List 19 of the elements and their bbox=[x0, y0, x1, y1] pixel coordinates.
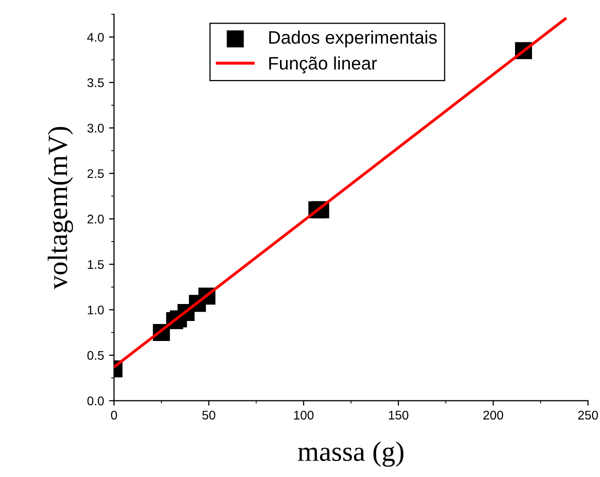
y-tick-label: 1.0 bbox=[88, 306, 104, 314]
y-tick-label: 1.5 bbox=[88, 260, 104, 269]
x-axis-title: massa (g) bbox=[298, 442, 404, 467]
x-tick-label: 100 bbox=[294, 410, 314, 420]
y-axis-title: voltagem(mV) bbox=[48, 126, 74, 290]
y-tick-label: 3.0 bbox=[87, 124, 104, 133]
x-tick-label: 50 bbox=[202, 410, 216, 420]
legend-label: Dados experimentais bbox=[269, 30, 437, 48]
y-tick-label: 3.5 bbox=[87, 78, 104, 88]
legend-label: Função linear bbox=[269, 56, 377, 74]
x-tick-label: 200 bbox=[483, 410, 504, 420]
y-tick-label: 4.0 bbox=[87, 32, 104, 42]
x-tick-label: 0 bbox=[111, 410, 117, 420]
y-tick-label: 0.5 bbox=[87, 351, 104, 360]
y-tick-label: 2.5 bbox=[88, 169, 104, 178]
x-tick-label: 150 bbox=[388, 410, 408, 420]
y-tick-label: 2.0 bbox=[88, 214, 104, 224]
x-tick-label: 250 bbox=[578, 410, 598, 420]
y-tick-label: 0.0 bbox=[87, 396, 104, 406]
